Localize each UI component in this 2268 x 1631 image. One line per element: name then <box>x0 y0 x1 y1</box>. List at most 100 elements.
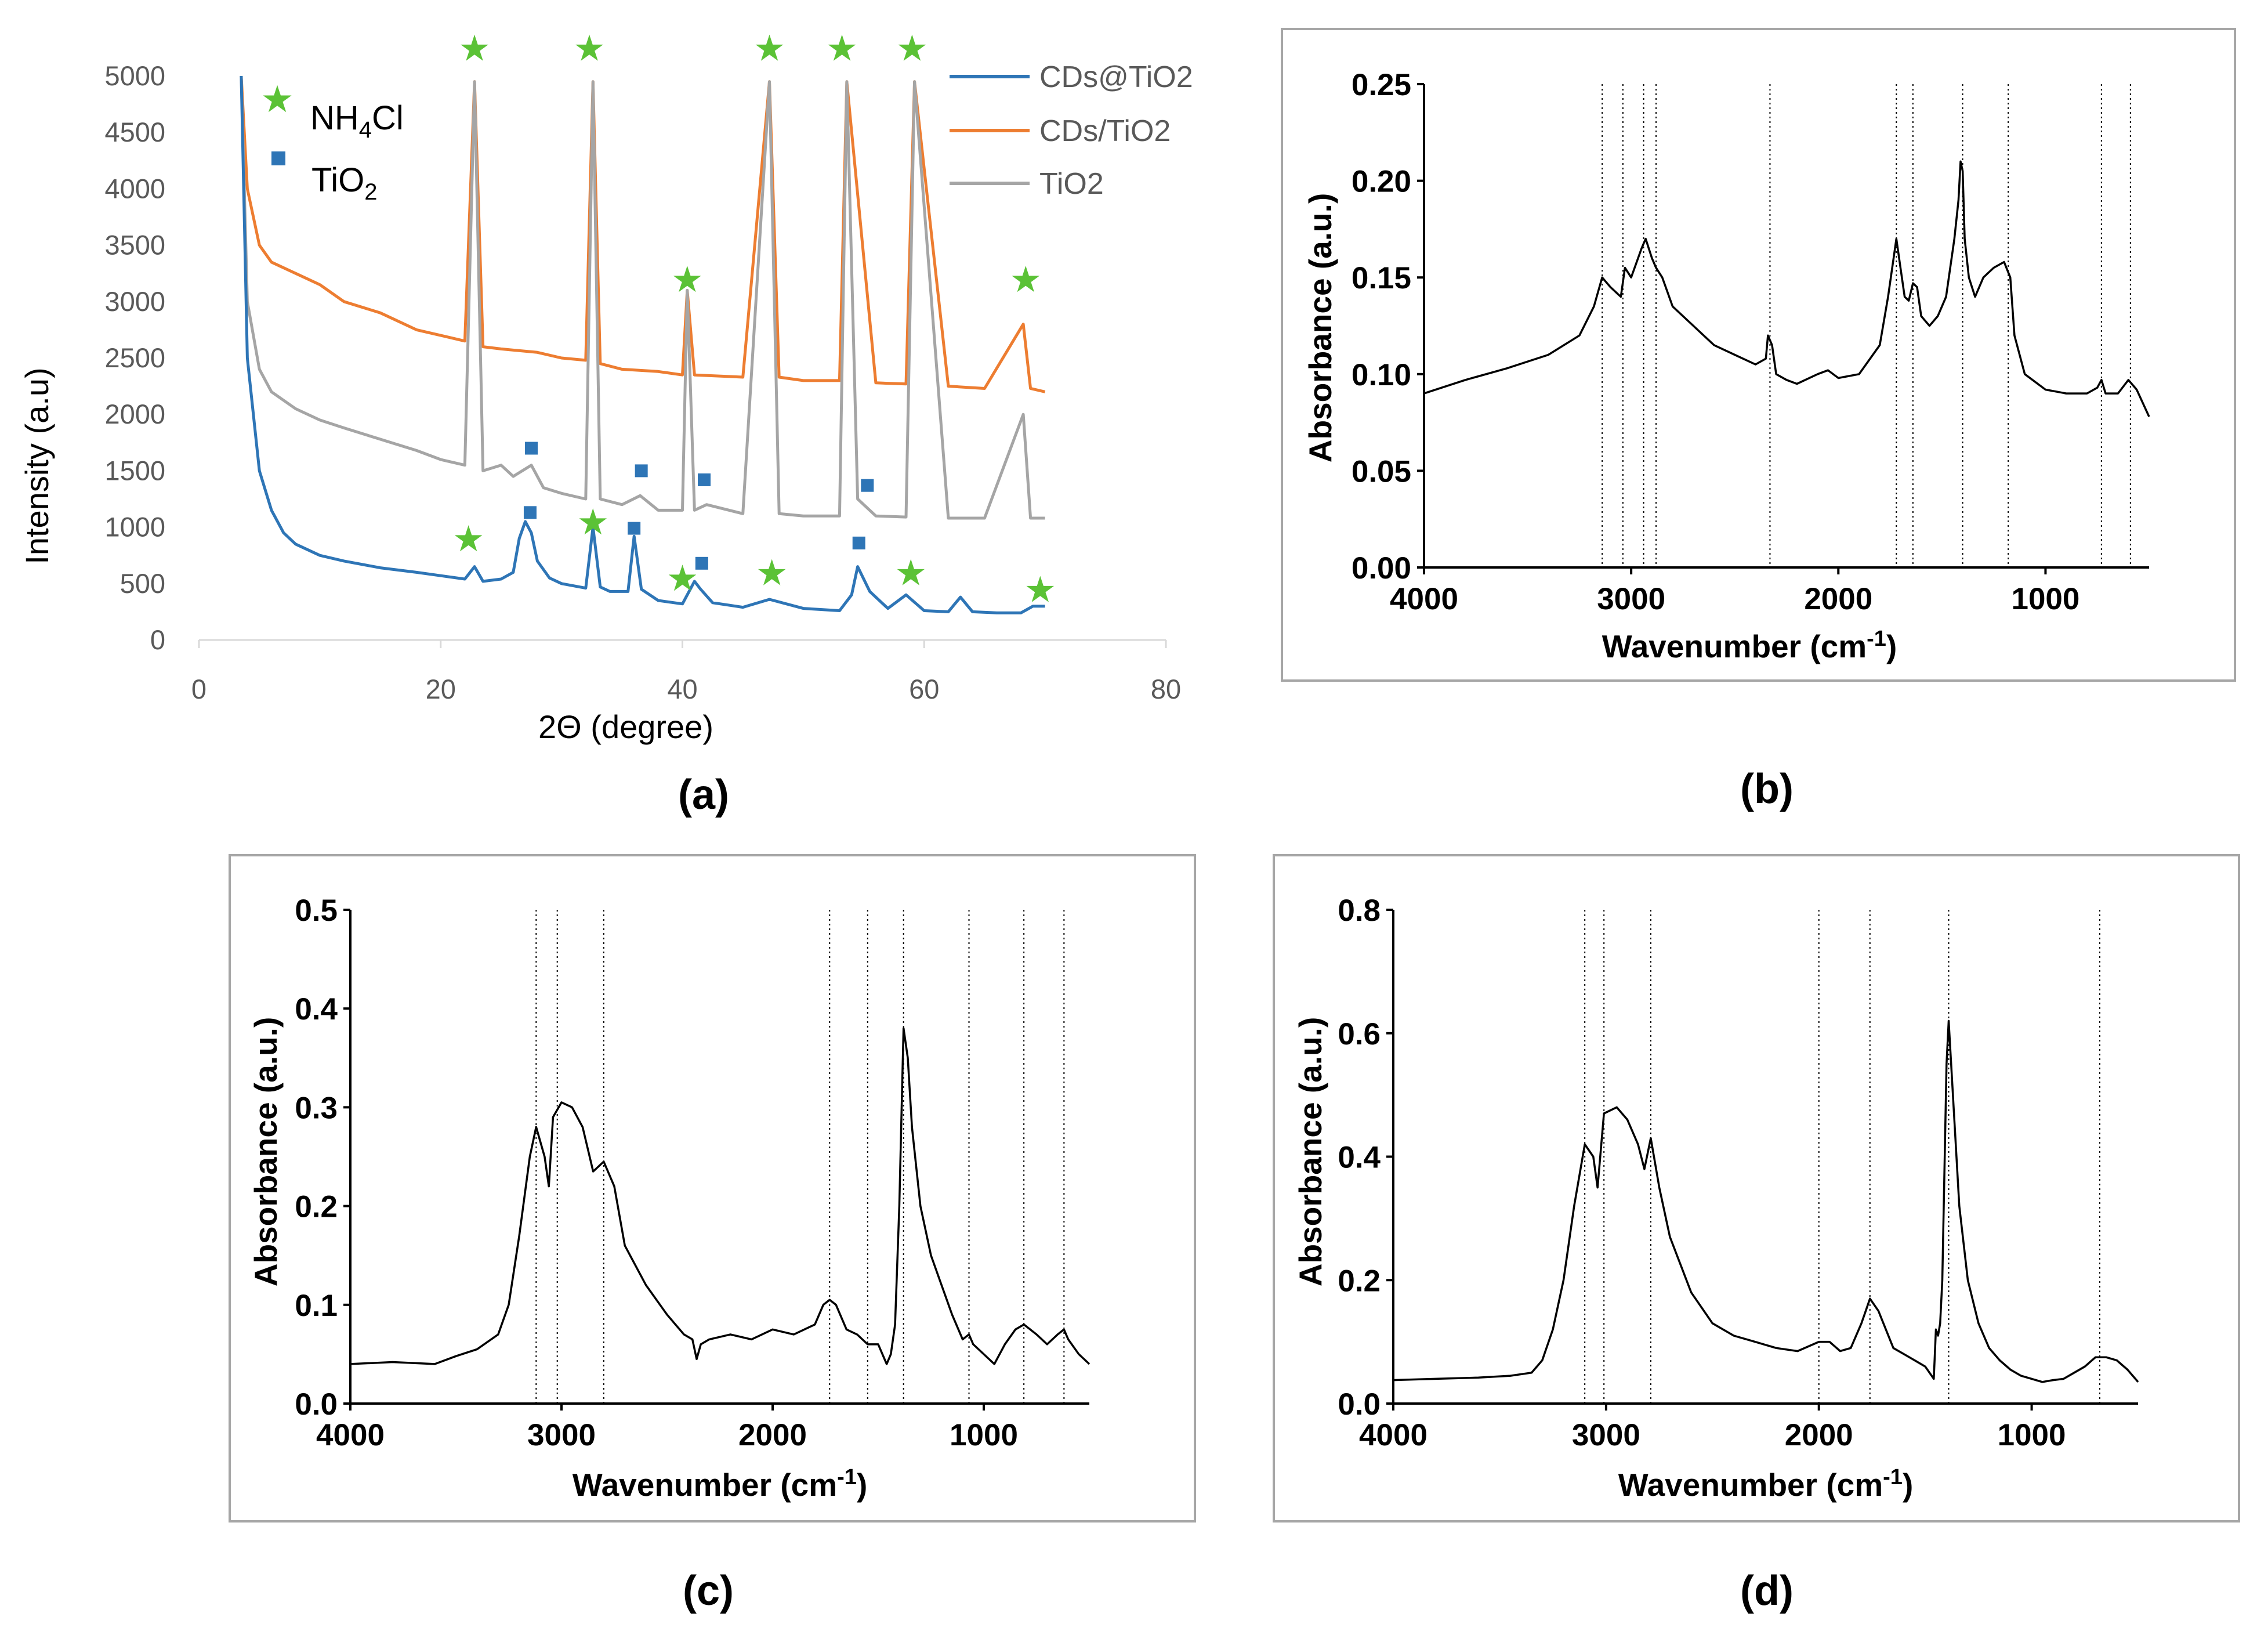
x-tick-label: 2000 <box>738 1418 807 1452</box>
panel-b-ir-spectrum: 0.00 0.05 0.10 0.15 0.20 0.25 4000 3000 2000 1000… <box>1281 28 2236 812</box>
square-marker-icon <box>525 442 538 455</box>
square-marker-icon <box>861 479 874 492</box>
y-tick-label: 3500 <box>104 230 165 261</box>
series-line-cds-tio2 <box>240 75 1046 393</box>
panel-a-axes: 0 500 1000 1500 2000 2500 3000 3500 4000 4500 5000… <box>104 60 1181 704</box>
panel-d-plot: 0.0 0.2 0.4 0.6 0.8 4000 3000 2000 1000 <box>1338 894 2139 1452</box>
y-tick-label: 0.4 <box>295 992 338 1026</box>
star-marker-icon: ★ <box>753 28 786 68</box>
x-tick-label: 80 <box>1151 674 1181 704</box>
star-marker-icon: ★ <box>573 28 606 68</box>
square-marker-icon <box>628 522 641 535</box>
panel-a-series-legend: CDs@TiO2 CDs/TiO2 TiO2 <box>950 60 1193 201</box>
y-tick-label: 2000 <box>104 399 165 429</box>
y-tick-label: 0 <box>150 624 165 655</box>
y-tick-label: 0.0 <box>1338 1387 1381 1422</box>
spectrum-line <box>1393 1019 2139 1383</box>
y-tick-label: 4000 <box>104 173 165 204</box>
panel-d-ir-spectrum: 0.0 0.2 0.4 0.6 0.8 4000 3000 2000 1000 Wavenumb… <box>1273 854 2240 1614</box>
square-marker-icon <box>695 556 708 570</box>
y-tick-label: 1500 <box>104 455 165 486</box>
star-marker-icon: ★ <box>1009 260 1042 300</box>
x-tick-label: 60 <box>909 674 939 704</box>
y-tick-label: 0.05 <box>1352 454 1411 489</box>
x-tick-label: 20 <box>426 674 456 704</box>
square-marker-icon <box>523 506 537 519</box>
panel-d-ylabel: Absorbance (a.u.) <box>1292 1017 1328 1287</box>
legend-tio2-label: TiO2 <box>311 161 378 205</box>
legend-label-cds-at-tio2: CDs@TiO2 <box>1039 60 1193 94</box>
y-tick-label: 0.4 <box>1338 1141 1381 1175</box>
x-tick-label: 1000 <box>950 1418 1018 1452</box>
x-tick-label: 4000 <box>316 1418 385 1452</box>
y-tick-label: 0.25 <box>1352 68 1411 102</box>
y-tick-label: 0.15 <box>1352 261 1411 295</box>
x-tick-label: 1000 <box>2011 582 2079 616</box>
star-marker-icon: ★ <box>666 559 699 599</box>
panel-c-frame <box>229 854 1196 1522</box>
y-tick-label: 5000 <box>104 60 165 91</box>
legend-label-cds-tio2: CDs/TiO2 <box>1039 114 1171 148</box>
x-tick-label: 2000 <box>1804 582 1872 616</box>
square-marker-icon <box>852 536 865 549</box>
panel-d-label: (d) <box>1740 1568 1794 1614</box>
y-tick-label: 0.10 <box>1352 358 1411 392</box>
y-tick-label: 0.20 <box>1352 165 1411 199</box>
star-marker-icon: ★ <box>756 553 788 593</box>
series-line-tio2 <box>240 75 1045 520</box>
square-marker-icon <box>698 473 711 486</box>
y-tick-label: 0.2 <box>295 1190 338 1224</box>
y-tick-label: 1000 <box>104 512 165 543</box>
panel-b-frame <box>1281 28 2236 682</box>
panel-b-xlabel: Wavenumber (cm-1) <box>1602 627 1897 664</box>
y-tick-label: 0.3 <box>295 1091 338 1125</box>
panel-a-label: (a) <box>678 772 729 818</box>
x-tick-label: 4000 <box>1390 582 1458 616</box>
star-marker-icon: ★ <box>895 553 928 593</box>
y-tick-label: 0.8 <box>1338 894 1381 928</box>
y-tick-label: 3000 <box>104 286 165 317</box>
panel-a-peak-markers: ★ ★ ★ ★ ★ ★ ★ ★ ★ ★ ★ ★ ★ <box>452 28 1056 610</box>
x-tick-label: 2000 <box>1785 1418 1853 1452</box>
y-tick-label: 0.2 <box>1338 1264 1381 1298</box>
y-tick-label: 2500 <box>104 342 165 373</box>
y-tick-label: 0.0 <box>295 1387 338 1422</box>
panel-c-plot: 0.0 0.1 0.2 0.3 0.4 0.5 4000 3000 2000 1000 <box>295 894 1090 1452</box>
x-tick-label: 40 <box>667 674 697 704</box>
x-tick-label: 3000 <box>1597 582 1665 616</box>
star-marker-icon: ★ <box>577 502 610 543</box>
x-tick-label: 3000 <box>527 1418 596 1452</box>
panel-c-xlabel: Wavenumber (cm-1) <box>573 1465 868 1503</box>
x-tick-label: 1000 <box>1998 1418 2066 1452</box>
series-line-cds-tio2 <box>240 75 1045 614</box>
panel-a-ylabel: Intensity (a.u) <box>19 367 55 564</box>
y-tick-label: 4500 <box>104 117 165 147</box>
y-tick-label: 0.00 <box>1352 551 1411 585</box>
panel-c-ylabel: Absorbance (a.u.) <box>248 1017 284 1287</box>
panel-a-xlabel: 2Θ (degree) <box>538 708 713 745</box>
star-marker-icon: ★ <box>896 28 929 68</box>
x-tick-label: 0 <box>191 674 206 704</box>
y-tick-label: 0.1 <box>295 1289 338 1323</box>
spectrum-line <box>1423 160 2150 417</box>
y-tick-label: 500 <box>120 568 165 599</box>
star-marker-icon: ★ <box>1024 570 1056 610</box>
panel-b-label: (b) <box>1740 766 1794 812</box>
y-tick-label: 0.6 <box>1338 1017 1381 1051</box>
panel-a-marker-legend: ★ NH4Cl TiO2 <box>260 78 404 205</box>
legend-nh4cl-label: NH4Cl <box>310 99 404 143</box>
y-tick-label: 0.5 <box>295 894 338 928</box>
panel-b-plot: 0.00 0.05 0.10 0.15 0.20 0.25 4000 3000 2000 1000 <box>1352 68 2150 616</box>
x-tick-label: 4000 <box>1359 1418 1428 1452</box>
star-marker-icon: ★ <box>826 28 858 68</box>
legend-star-icon: ★ <box>260 78 294 120</box>
panel-a-series <box>240 75 1046 614</box>
panel-d-frame <box>1273 854 2240 1522</box>
x-tick-label: 3000 <box>1572 1418 1640 1452</box>
legend-label-tio2: TiO2 <box>1039 167 1104 201</box>
panel-c-label: (c) <box>683 1568 734 1614</box>
panel-a-xrd-chart: 0 500 1000 1500 2000 2500 3000 3500 4000 4500 5000… <box>19 28 1193 818</box>
star-marker-icon: ★ <box>452 519 485 559</box>
panel-c-ir-spectrum: 0.0 0.1 0.2 0.3 0.4 0.5 4000 3000 2000 1000 Waven… <box>229 854 1196 1614</box>
